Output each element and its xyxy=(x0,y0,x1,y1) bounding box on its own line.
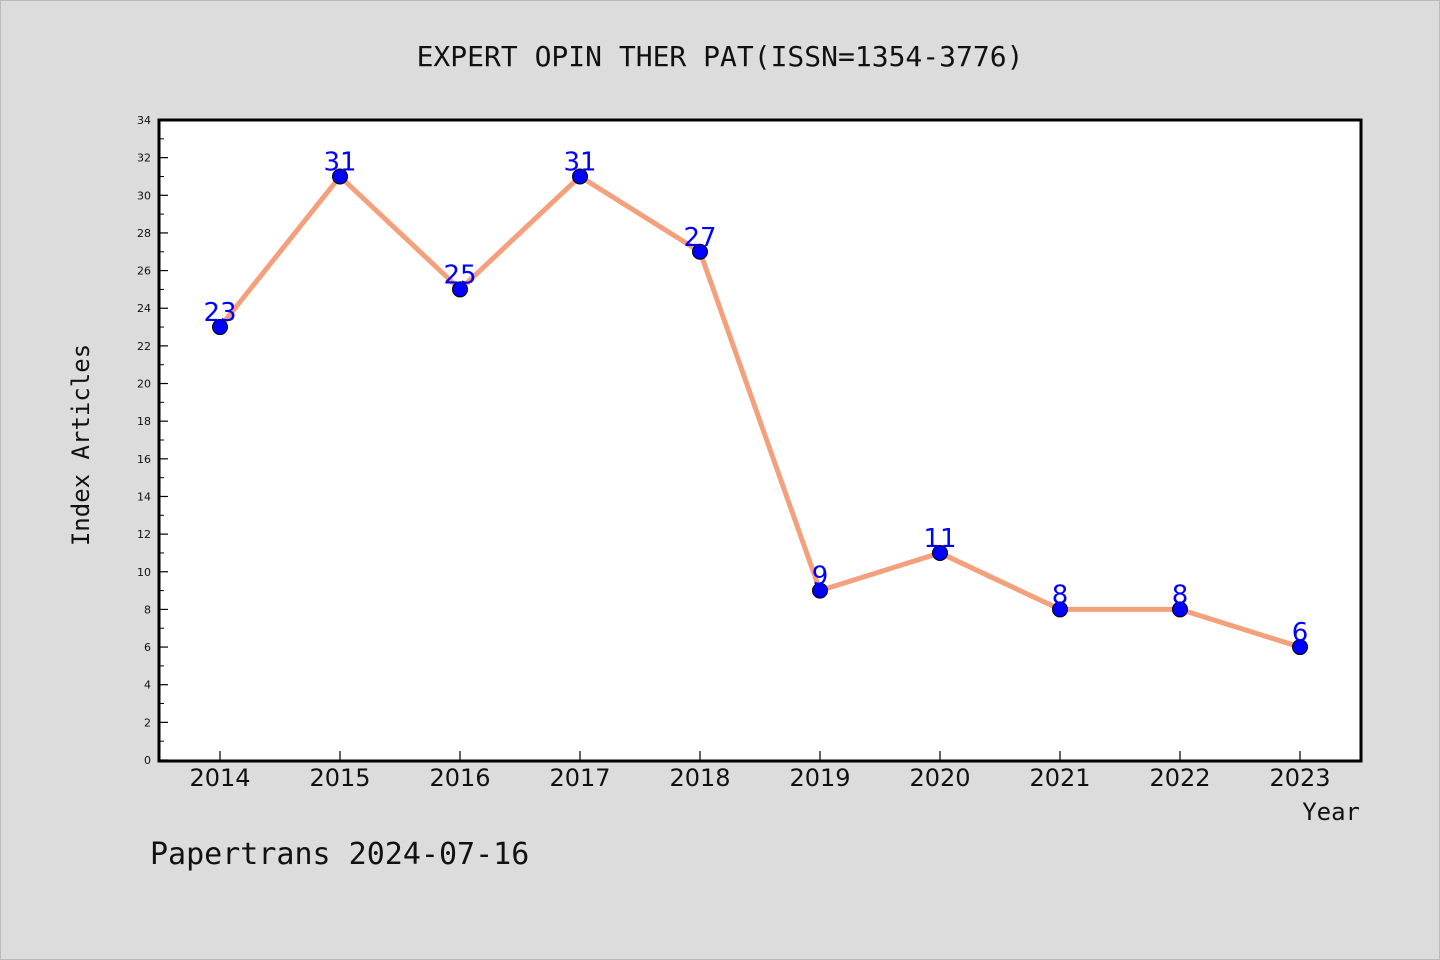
data-label: 9 xyxy=(812,562,829,592)
data-label: 31 xyxy=(323,147,356,177)
data-point xyxy=(572,168,588,185)
y-tick-label: 20 xyxy=(137,378,151,391)
x-tick-label: 2016 xyxy=(429,764,490,792)
data-point xyxy=(332,168,348,185)
data-label: 27 xyxy=(683,223,716,253)
x-tick-label: 2022 xyxy=(1149,764,1210,792)
data-label: 11 xyxy=(923,524,956,554)
data-label: 6 xyxy=(1292,618,1309,648)
data-label: 31 xyxy=(563,147,596,177)
y-tick-label: 34 xyxy=(137,114,151,127)
data-label: 23 xyxy=(203,298,236,328)
footer-credit: Papertrans 2024-07-16 xyxy=(150,837,529,872)
x-tick-label: 2019 xyxy=(789,764,850,792)
y-tick-label: 24 xyxy=(137,302,151,315)
y-tick-label: 22 xyxy=(137,340,151,353)
data-point xyxy=(1292,639,1308,656)
x-tick-label: 2015 xyxy=(309,764,370,792)
y-tick-label: 0 xyxy=(144,754,151,767)
x-tick-label: 2018 xyxy=(669,764,730,792)
y-tick-label: 10 xyxy=(137,566,151,579)
data-point xyxy=(692,243,708,260)
y-tick-label: 32 xyxy=(137,152,151,165)
y-tick-label: 30 xyxy=(137,189,151,202)
x-axis: 2014 2015 2016 2017 2018 2019 2020 2021 2022 2023 xyxy=(189,751,1331,792)
plot-area xyxy=(157,118,1363,763)
series-index-articles: 23 31 25 31 27 9 11 8 8 6 xyxy=(203,147,1309,656)
x-axis-label: Year xyxy=(1302,798,1360,826)
chart-title: EXPERT OPIN THER PAT(ISSN=1354-3776) xyxy=(417,40,1024,73)
y-tick-label: 16 xyxy=(137,453,151,466)
y-axis-label: Index Articles xyxy=(67,344,95,546)
y-tick-label: 14 xyxy=(137,490,151,503)
x-tick-label: 2020 xyxy=(909,764,970,792)
series-line xyxy=(217,173,1303,650)
x-tick-label: 2023 xyxy=(1269,764,1330,792)
y-tick-label: 12 xyxy=(137,528,151,541)
y-tick-label: 28 xyxy=(137,227,151,240)
y-tick-label: 4 xyxy=(144,679,151,692)
x-tick-label: 2017 xyxy=(549,764,610,792)
y-tick-label: 26 xyxy=(137,265,151,278)
x-tick-label: 2014 xyxy=(189,764,250,792)
y-tick-label: 8 xyxy=(144,603,151,616)
data-label: 25 xyxy=(443,260,476,290)
x-tick-label: 2021 xyxy=(1029,764,1090,792)
data-point xyxy=(1172,601,1188,618)
data-point xyxy=(932,544,948,561)
data-point xyxy=(452,281,468,298)
data-point xyxy=(812,582,828,599)
y-tick-label: 6 xyxy=(144,641,151,654)
data-label: 8 xyxy=(1172,580,1189,610)
data-label: 8 xyxy=(1052,580,1069,610)
data-point xyxy=(212,319,228,336)
data-point xyxy=(1052,601,1068,618)
y-tick-label: 2 xyxy=(144,716,151,729)
y-tick-label: 18 xyxy=(137,415,151,428)
